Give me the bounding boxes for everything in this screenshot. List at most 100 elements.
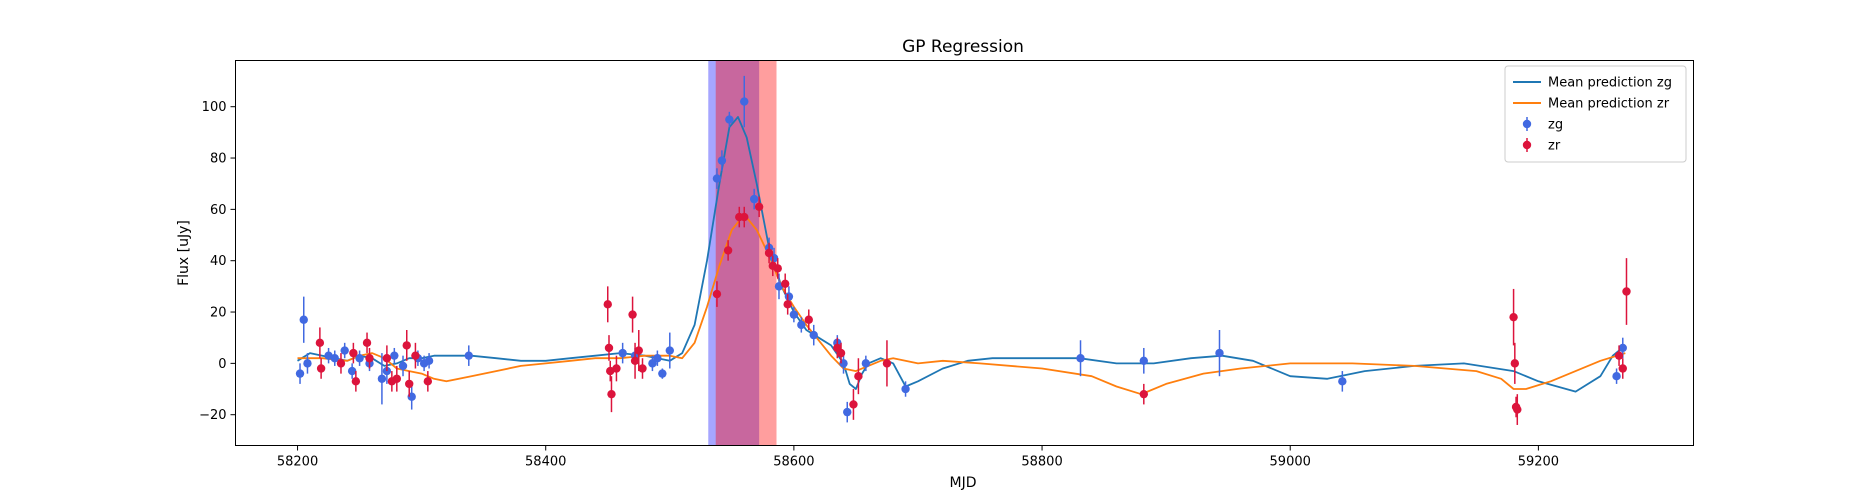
marker xyxy=(783,300,792,309)
legend-marker-swatch xyxy=(1522,119,1532,129)
chart-title: GP Regression xyxy=(902,37,1024,57)
data-point-zg xyxy=(712,168,722,189)
marker xyxy=(804,315,813,324)
data-point-zr xyxy=(882,340,892,387)
legend: Mean prediction zg Mean prediction zr zg zr xyxy=(1504,65,1687,163)
y-tick-label: 100 xyxy=(202,100,227,115)
data-point-zr xyxy=(754,196,764,218)
marker xyxy=(836,348,846,358)
data-point-zr xyxy=(382,345,392,372)
data-point-zr xyxy=(423,371,433,392)
marker xyxy=(1338,377,1347,386)
marker xyxy=(1618,343,1627,353)
data-point-zr xyxy=(854,358,863,395)
data-point-zr xyxy=(628,296,637,333)
data-point-zr xyxy=(405,371,414,397)
x-axis-label: MJD xyxy=(950,475,977,491)
data-point-zg xyxy=(809,324,818,346)
marker xyxy=(392,374,402,383)
marker xyxy=(1612,372,1621,381)
marker xyxy=(1139,389,1149,399)
y-tick-label: 60 xyxy=(210,203,227,218)
marker xyxy=(330,354,339,363)
marker xyxy=(607,389,616,399)
marker xyxy=(725,115,734,124)
data-point-zg xyxy=(424,353,434,369)
data-point-zg xyxy=(1076,340,1085,377)
data-point-zr xyxy=(612,355,621,382)
data-point-zr xyxy=(607,376,616,413)
marker xyxy=(355,354,364,363)
data-point-zr xyxy=(764,242,774,264)
marker xyxy=(390,351,399,360)
data-point-zg xyxy=(1338,371,1347,392)
marker xyxy=(653,354,662,363)
marker xyxy=(717,156,727,165)
data-point-zg xyxy=(377,353,387,405)
marker xyxy=(754,202,764,211)
marker xyxy=(405,379,414,389)
marker xyxy=(740,97,749,106)
marker xyxy=(340,346,349,355)
y-axis-ticks: −20 0 20 40 60 80 100 xyxy=(199,100,236,423)
data-point-zg xyxy=(861,355,871,372)
legend-label: zr xyxy=(1548,139,1561,154)
marker xyxy=(764,248,774,258)
data-point-zr xyxy=(712,281,722,307)
legend-label: Mean prediction zr xyxy=(1548,97,1670,112)
marker xyxy=(612,364,621,373)
data-point-zr xyxy=(1513,394,1522,425)
data-point-zr xyxy=(804,309,813,330)
data-point-zr xyxy=(723,240,733,261)
data-point-zg xyxy=(390,347,399,364)
legend-label: zg xyxy=(1548,118,1563,133)
data-point-zr xyxy=(604,335,614,361)
data-point-zg xyxy=(1215,330,1224,377)
marker xyxy=(411,351,420,360)
data-point-zr xyxy=(411,342,420,369)
marker xyxy=(712,289,722,299)
x-tick-label: 59000 xyxy=(1270,455,1311,470)
marker xyxy=(336,359,346,368)
marker xyxy=(809,330,818,340)
data-point-zg xyxy=(355,350,364,366)
marker xyxy=(638,364,647,373)
marker xyxy=(351,377,361,386)
marker xyxy=(349,348,358,358)
legend-entry: Mean prediction zg xyxy=(1513,76,1672,91)
marker xyxy=(347,366,357,376)
marker xyxy=(377,374,387,383)
marker xyxy=(849,400,858,409)
marker xyxy=(1618,364,1627,373)
data-point-zr xyxy=(740,206,749,228)
legend-box xyxy=(1504,65,1687,163)
marker xyxy=(1076,354,1085,363)
marker xyxy=(1614,351,1624,360)
mean-prediction-line-0 xyxy=(297,116,1626,393)
observation-points xyxy=(295,75,1631,425)
data-point-zg xyxy=(653,350,662,366)
marker xyxy=(365,354,374,363)
marker xyxy=(402,341,411,350)
data-point-zr xyxy=(402,330,411,361)
legend-entry: zr xyxy=(1522,138,1561,154)
mean-prediction-line-1 xyxy=(297,213,1626,396)
marker xyxy=(712,174,722,183)
legend-entry: Mean prediction zr xyxy=(1513,97,1670,112)
marker xyxy=(382,354,392,363)
marker xyxy=(1622,287,1631,296)
data-point-zg xyxy=(665,332,674,369)
data-point-zg xyxy=(717,150,727,171)
data-point-zg xyxy=(843,401,852,423)
data-point-zg xyxy=(740,75,749,128)
marker xyxy=(780,279,790,288)
y-tick-label: 40 xyxy=(210,254,227,269)
marker xyxy=(901,384,910,394)
marker xyxy=(854,372,863,381)
data-point-zg xyxy=(618,342,627,364)
marker xyxy=(295,369,305,378)
x-tick-label: 59200 xyxy=(1518,455,1559,470)
x-tick-label: 58800 xyxy=(1021,455,1062,470)
marker xyxy=(630,356,640,365)
data-point-zr xyxy=(603,286,612,323)
